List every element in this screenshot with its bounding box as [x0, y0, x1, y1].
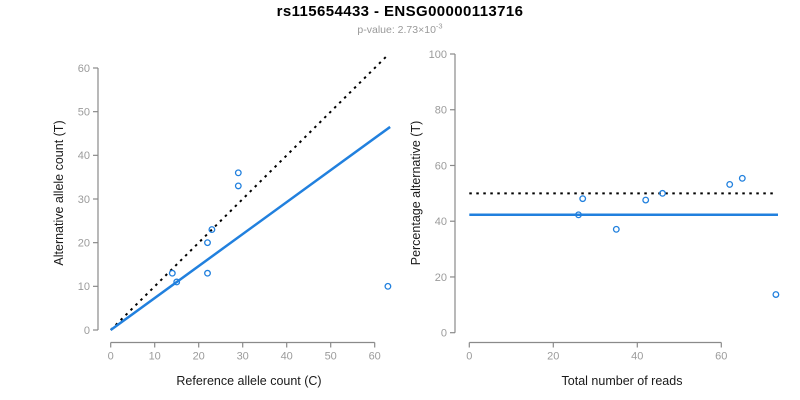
y-tick-label: 60: [435, 160, 447, 172]
y-tick-label: 20: [435, 272, 447, 284]
x-tick-label: 50: [325, 351, 337, 363]
y-axis-title: Alternative allele count (T): [52, 120, 66, 265]
data-point: [612, 225, 620, 233]
identity-line: [109, 54, 389, 331]
figure-title: rs115654433 - ENSG00000113716: [276, 3, 524, 20]
x-axis-title: Total number of reads: [562, 374, 683, 388]
x-tick-label: 0: [466, 351, 472, 363]
y-tick-label: 50: [78, 106, 90, 118]
y-tick-label: 80: [435, 105, 447, 117]
data-point: [173, 278, 181, 286]
left-plot: 0 10 20 30 40 50 60 0 10 20 30 40 50 60 Reference alle…: [52, 54, 392, 388]
x-tick-label: 20: [547, 351, 559, 363]
data-point: [208, 226, 216, 234]
y-tick-label: 30: [78, 194, 90, 206]
y-tick-label: 40: [78, 150, 90, 162]
x-tick-label: 10: [149, 351, 161, 363]
data-point: [659, 189, 666, 197]
y-tick-label: 100: [429, 49, 447, 61]
y-tick-label: 40: [435, 216, 447, 228]
y-tick-label: 60: [78, 63, 90, 75]
x-tick-label: 30: [237, 351, 249, 363]
x-axis-title: Reference allele count (C): [176, 374, 321, 388]
data-point: [168, 269, 176, 277]
y-tick-label: 20: [78, 237, 90, 249]
data-point: [726, 180, 734, 188]
x-tick-label: 20: [193, 351, 205, 363]
pvalue-exponent: -3: [435, 21, 443, 31]
y-tick-label: 0: [84, 325, 90, 337]
x-tick-label: 60: [369, 351, 381, 363]
data-point: [575, 211, 582, 219]
x-tick-label: 0: [108, 351, 114, 363]
figure-subtitle: p-value: 2.73×10-3: [0, 21, 800, 36]
data-point: [204, 239, 211, 247]
right-plot: 0 20 40 60 80 100 0 20 40 60 Total number of reads…: [409, 49, 780, 388]
x-tick-label: 40: [631, 351, 643, 363]
fit-line: [109, 125, 391, 332]
y-tick-label: 0: [441, 328, 447, 340]
y-tick-label: 10: [78, 281, 90, 293]
data-point: [642, 196, 650, 204]
data-point: [384, 282, 392, 290]
data-point: [204, 269, 211, 277]
pvalue-text: p-value: 2.73×10: [357, 24, 436, 36]
y-axis-title: Percentage alternative (T): [409, 121, 423, 266]
x-tick-label: 40: [281, 351, 293, 363]
data-point: [738, 174, 746, 182]
data-point: [772, 291, 780, 298]
x-tick-label: 60: [715, 351, 727, 363]
data-point: [579, 195, 587, 203]
data-point: [234, 169, 242, 177]
data-point: [234, 182, 242, 190]
